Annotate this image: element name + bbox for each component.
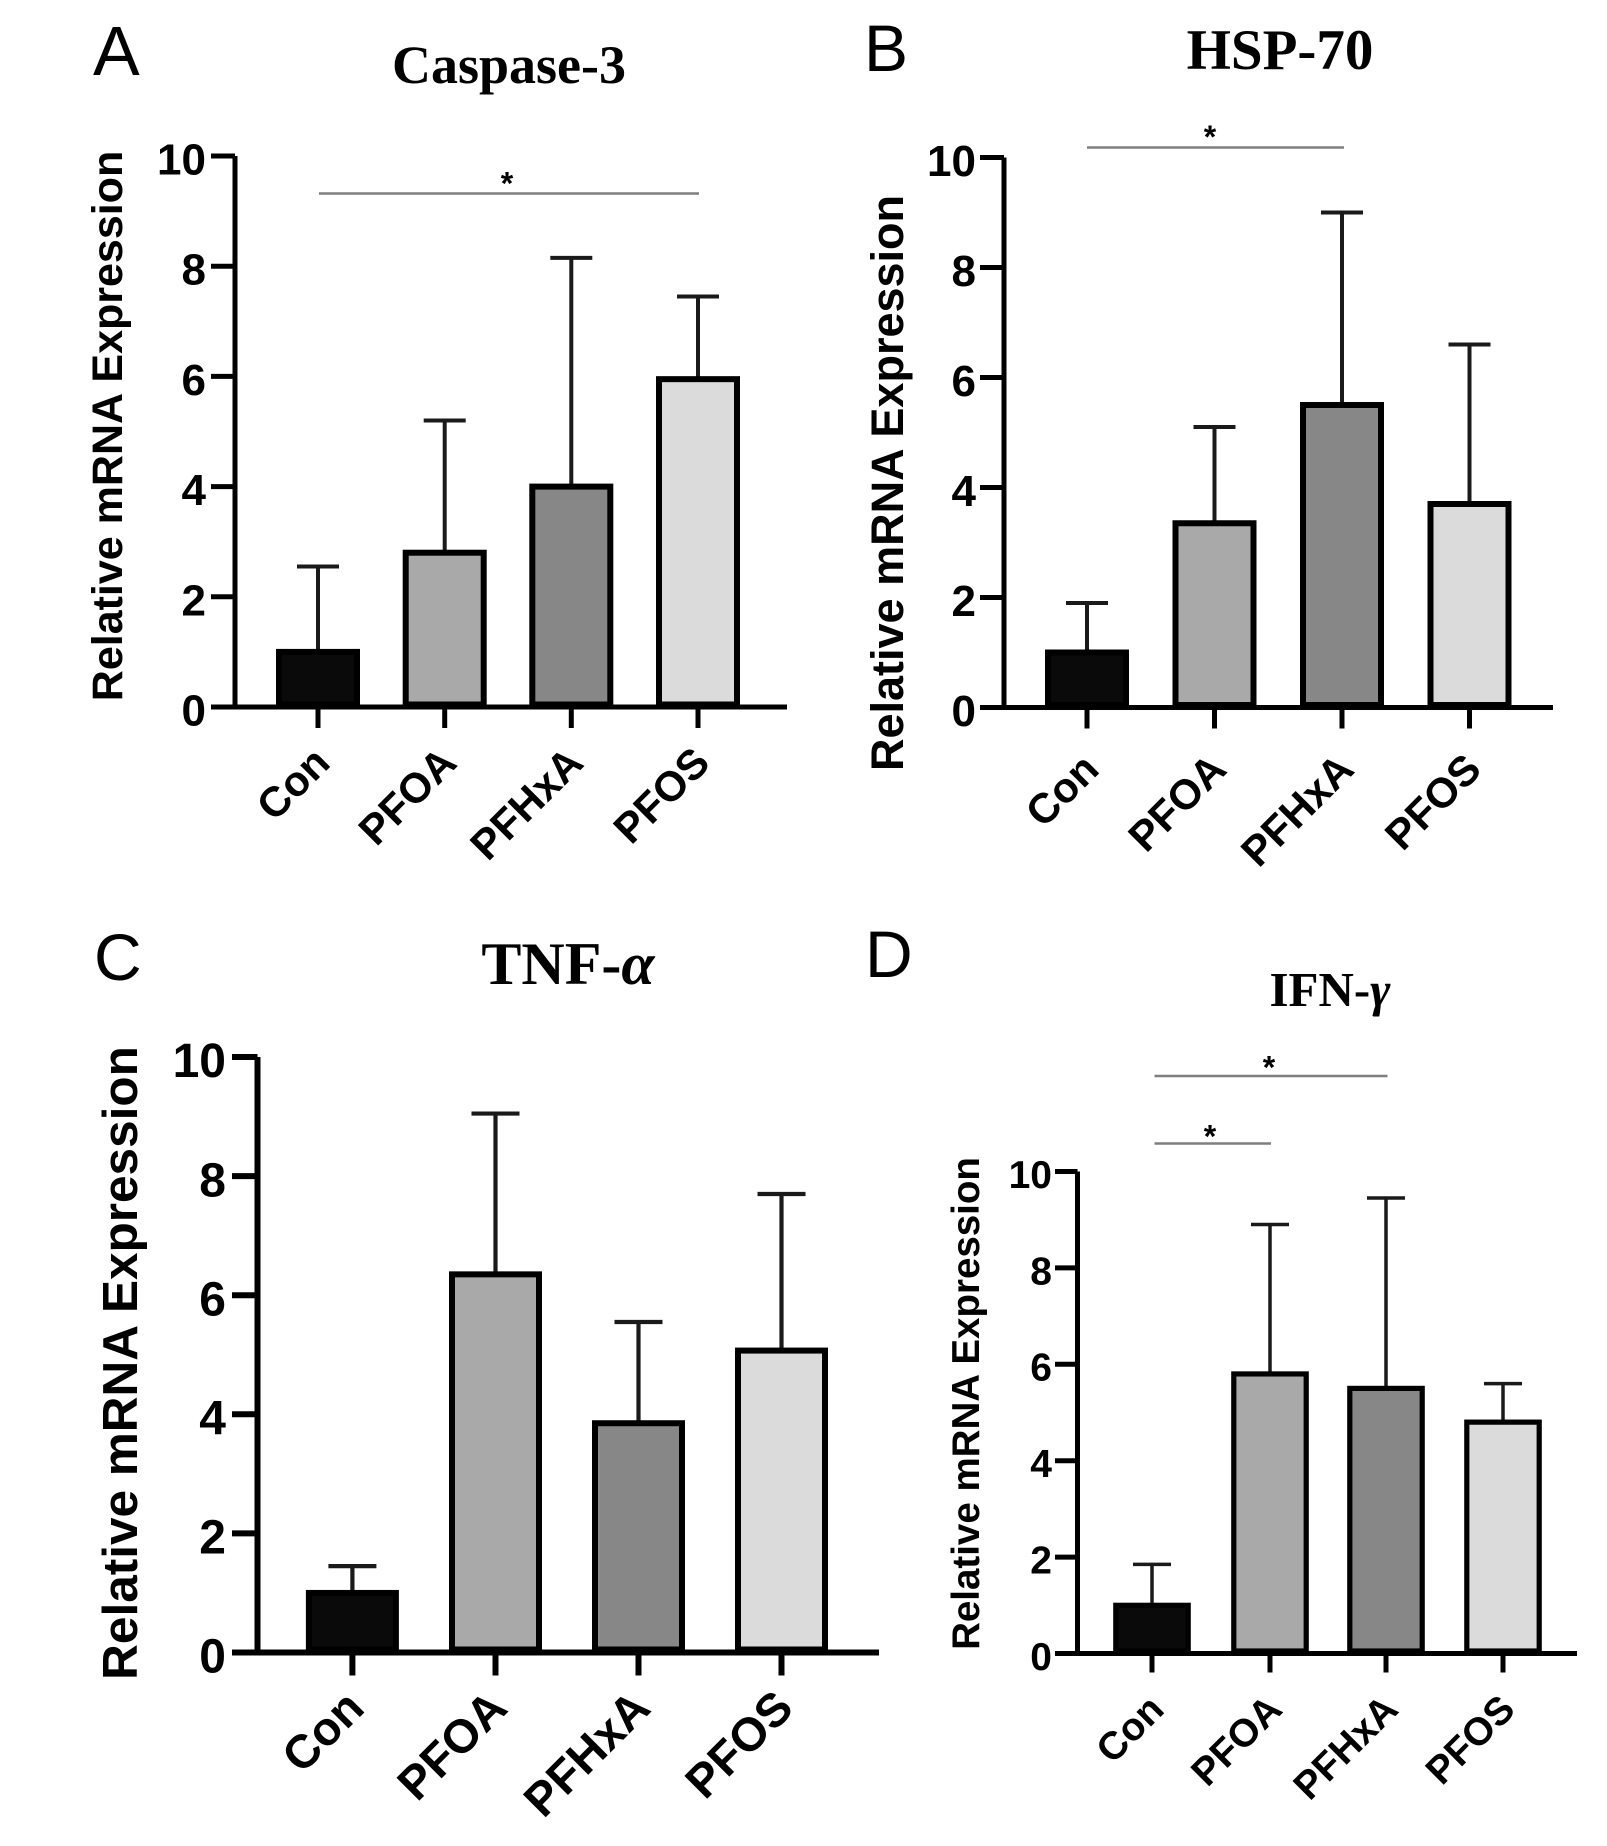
svg-text:HSP-70: HSP-70 <box>1187 19 1374 82</box>
svg-text:*: * <box>1204 1118 1217 1154</box>
svg-text:D: D <box>865 917 913 991</box>
svg-text:0: 0 <box>182 686 206 735</box>
svg-text:Caspase-3: Caspase-3 <box>392 35 626 95</box>
svg-text:2: 2 <box>182 576 206 625</box>
svg-text:*: * <box>1204 119 1217 155</box>
svg-text:6: 6 <box>199 1273 226 1326</box>
svg-text:IFN-γ: IFN-γ <box>1269 962 1391 1017</box>
svg-text:6: 6 <box>1030 1347 1052 1390</box>
svg-text:6: 6 <box>952 357 976 406</box>
svg-text:2: 2 <box>1030 1539 1052 1582</box>
svg-text:0: 0 <box>952 687 976 736</box>
svg-text:10: 10 <box>1009 1154 1052 1197</box>
svg-text:Relative mRNA Expression: Relative mRNA Expression <box>945 1157 988 1650</box>
svg-text:8: 8 <box>952 247 976 296</box>
svg-text:*: * <box>501 165 514 201</box>
svg-text:4: 4 <box>952 467 977 516</box>
svg-text:0: 0 <box>1030 1636 1052 1679</box>
svg-text:2: 2 <box>199 1512 226 1565</box>
svg-text:4: 4 <box>199 1392 226 1445</box>
svg-text:2: 2 <box>952 577 976 626</box>
svg-text:10: 10 <box>927 137 976 186</box>
svg-text:4: 4 <box>1030 1443 1052 1486</box>
svg-text:10: 10 <box>157 135 206 184</box>
svg-text:10: 10 <box>173 1035 226 1088</box>
svg-text:B: B <box>864 11 908 85</box>
svg-text:8: 8 <box>199 1154 226 1207</box>
svg-text:C: C <box>94 920 142 994</box>
svg-text:Relative mRNA Expression: Relative mRNA Expression <box>862 195 913 771</box>
svg-text:A: A <box>93 12 140 90</box>
svg-text:6: 6 <box>182 356 206 405</box>
svg-text:4: 4 <box>182 466 207 515</box>
svg-text:8: 8 <box>182 246 206 295</box>
svg-text:8: 8 <box>1030 1250 1052 1293</box>
svg-text:0: 0 <box>199 1631 226 1684</box>
svg-text:Relative mRNA Expression: Relative mRNA Expression <box>93 1046 148 1680</box>
svg-text:Relative mRNA Expression: Relative mRNA Expression <box>84 151 132 701</box>
svg-text:*: * <box>1263 1049 1276 1085</box>
svg-text:TNF-α: TNF-α <box>481 931 655 997</box>
